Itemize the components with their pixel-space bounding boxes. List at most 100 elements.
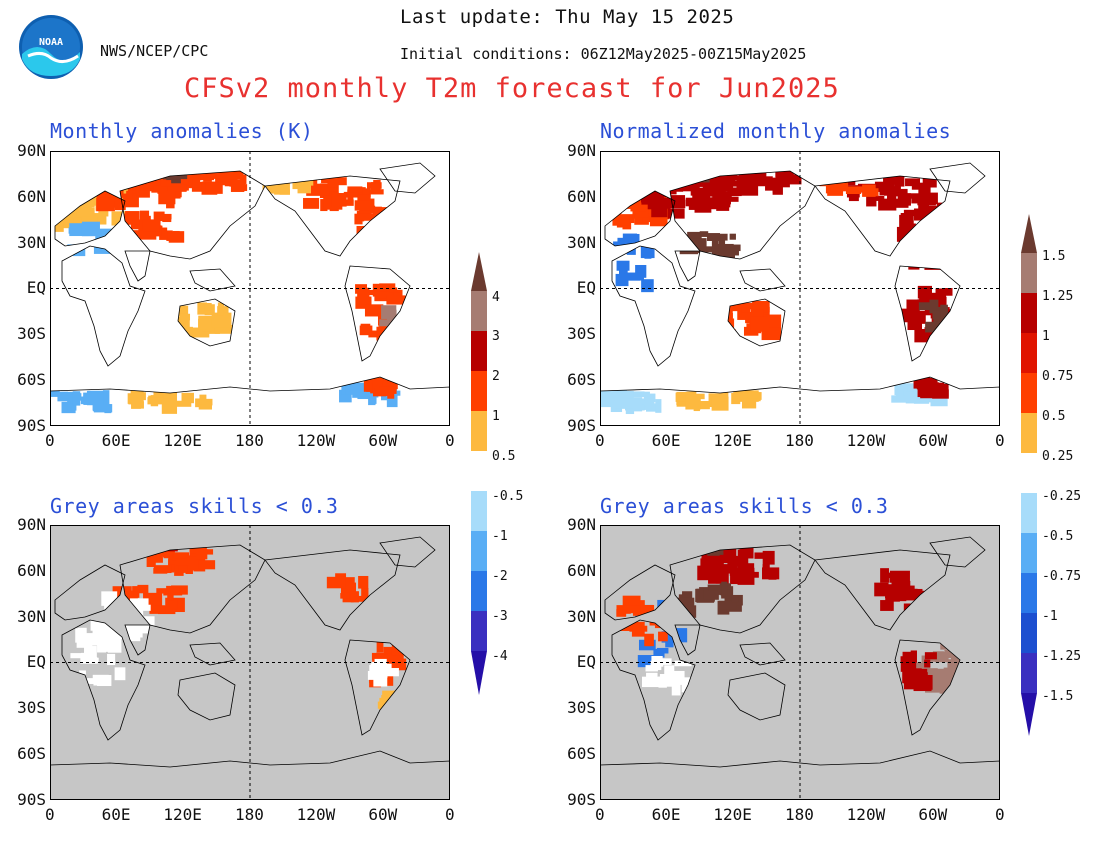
anomaly-cell xyxy=(197,302,207,315)
continent-seasia xyxy=(190,643,235,665)
anomaly-cell xyxy=(655,399,662,413)
anomaly-cell xyxy=(196,548,208,560)
anomaly-cell xyxy=(782,174,802,185)
lon-tick-label: 60E xyxy=(101,431,131,450)
anomaly-cell xyxy=(772,179,783,195)
anomaly-cell xyxy=(624,272,641,281)
anomaly-cell xyxy=(129,598,149,610)
anomaly-cell xyxy=(874,582,889,597)
anomaly-cell xyxy=(181,563,197,571)
anomaly-cell xyxy=(706,233,721,241)
anomaly-cell xyxy=(768,569,777,580)
anomaly-cell xyxy=(902,671,914,684)
anomaly-cell xyxy=(331,193,347,207)
anomaly-cell xyxy=(139,210,150,221)
lat-tick-label: 30S xyxy=(17,698,46,718)
anomaly-cell xyxy=(354,200,374,211)
anomaly-cell xyxy=(717,243,734,259)
anomaly-cell xyxy=(173,230,180,242)
anomaly-cell xyxy=(708,585,718,591)
lon-tick-label: 120E xyxy=(713,805,752,824)
anomaly-cell xyxy=(174,175,189,186)
anomaly-cell xyxy=(379,672,388,678)
lon-tick-label: 180 xyxy=(785,431,814,450)
anomaly-cell xyxy=(70,653,90,659)
anomaly-cell xyxy=(303,197,320,209)
anomaly-cell xyxy=(190,553,199,559)
lon-tick-label: 0 xyxy=(45,805,55,824)
continent-antarctica xyxy=(50,751,450,800)
coastline xyxy=(929,536,986,568)
anomaly-cell xyxy=(878,198,897,211)
anomaly-cell xyxy=(622,233,638,245)
anomaly-cell xyxy=(95,247,110,253)
anomaly-cell xyxy=(361,587,369,598)
anomaly-cell xyxy=(718,600,737,610)
anomaly-cell xyxy=(167,594,174,601)
anomaly-cell xyxy=(913,379,921,389)
map-panel-normalized xyxy=(599,151,1001,427)
coastline xyxy=(119,544,266,634)
lat-tick-label: 30S xyxy=(567,698,596,718)
world-map xyxy=(599,151,1001,427)
anomaly-cell xyxy=(731,595,739,603)
lat-tick-label: 90S xyxy=(567,789,596,809)
anomaly-cell xyxy=(166,585,180,592)
anomaly-cell xyxy=(622,595,641,606)
lat-tick-label: 30N xyxy=(567,232,596,252)
anomaly-cell xyxy=(711,240,719,256)
anomaly-cell xyxy=(389,287,398,293)
lat-tick-label: 60S xyxy=(567,370,596,389)
continent-africa xyxy=(62,246,145,366)
anomaly-cell xyxy=(884,188,897,196)
anomaly-cell xyxy=(900,660,917,672)
anomaly-cell xyxy=(631,200,639,212)
anomaly-cell xyxy=(153,565,172,574)
anomaly-cell xyxy=(80,657,99,664)
anomaly-cell xyxy=(81,221,100,237)
anomaly-cell xyxy=(720,233,728,241)
anomaly-cell xyxy=(153,391,166,400)
anomaly-cell xyxy=(947,659,960,671)
anomaly-cell xyxy=(942,288,953,296)
coastline xyxy=(669,170,816,260)
anomaly-cell xyxy=(153,185,172,191)
anomaly-cell xyxy=(910,672,928,683)
panel-title-anomalies: Monthly anomalies (K) xyxy=(50,119,314,143)
coastline xyxy=(814,175,951,257)
anomaly-cell xyxy=(727,555,738,567)
anomaly-cell xyxy=(925,321,943,333)
anomaly-cell xyxy=(198,401,212,410)
anomaly-cell xyxy=(162,216,172,223)
anomaly-cell xyxy=(356,210,372,221)
anomaly-cell xyxy=(626,248,636,255)
anomaly-cell xyxy=(883,176,895,190)
lat-tick-label: 90N xyxy=(567,141,596,160)
anomaly-cell xyxy=(198,318,208,330)
anomaly-cell xyxy=(379,667,391,675)
coastline xyxy=(604,190,676,247)
continent-antarctica xyxy=(600,751,1000,800)
anomaly-cell xyxy=(631,621,645,637)
lat-tick-label: EQ xyxy=(576,278,596,298)
coastline xyxy=(189,268,236,292)
anomaly-cell xyxy=(372,283,384,297)
lon-tick-label: 60W xyxy=(918,805,948,824)
anomaly-cell xyxy=(345,382,366,395)
anomaly-cell xyxy=(645,403,660,412)
anomaly-cell xyxy=(650,660,664,667)
anomaly-cell xyxy=(91,213,107,225)
anomaly-cell xyxy=(374,387,393,397)
anomaly-cell xyxy=(358,575,369,589)
anomaly-cell xyxy=(923,205,943,214)
lat-tick-label: EQ xyxy=(26,278,46,298)
lon-tick-label: 120W xyxy=(296,431,336,450)
anomaly-cell xyxy=(59,216,75,229)
cb2-label: -1.25 xyxy=(1042,649,1082,664)
lon-tick-label: 180 xyxy=(785,805,814,824)
anomaly-cell xyxy=(93,404,113,413)
lat-tick-label: 30S xyxy=(17,324,46,344)
lon-tick-label: 60E xyxy=(651,431,681,450)
anomaly-cell xyxy=(918,187,931,197)
noaa-logo: NOAA xyxy=(18,14,84,80)
